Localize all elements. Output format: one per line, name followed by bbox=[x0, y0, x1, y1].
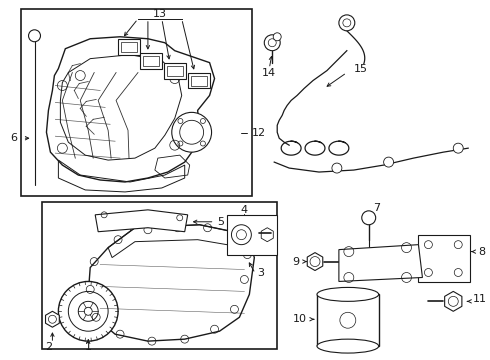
Ellipse shape bbox=[317, 287, 379, 301]
Circle shape bbox=[172, 112, 212, 152]
Text: 12: 12 bbox=[251, 128, 266, 138]
Bar bbox=[188, 73, 210, 89]
Polygon shape bbox=[95, 210, 188, 232]
Bar bbox=[167, 66, 183, 76]
Circle shape bbox=[453, 143, 463, 153]
Bar bbox=[118, 39, 140, 55]
Circle shape bbox=[28, 30, 41, 42]
Polygon shape bbox=[88, 225, 254, 341]
Circle shape bbox=[362, 211, 376, 225]
Text: 8: 8 bbox=[478, 247, 485, 257]
Bar bbox=[43, 202, 277, 349]
Polygon shape bbox=[47, 37, 215, 182]
Circle shape bbox=[332, 163, 342, 173]
Text: 7: 7 bbox=[373, 203, 380, 213]
Text: 5: 5 bbox=[218, 217, 224, 227]
Bar bbox=[418, 235, 470, 283]
Text: 2: 2 bbox=[45, 342, 52, 352]
Text: 1: 1 bbox=[85, 342, 92, 352]
Bar bbox=[317, 294, 379, 346]
Bar bbox=[21, 9, 252, 196]
Polygon shape bbox=[339, 245, 422, 282]
Circle shape bbox=[264, 35, 280, 51]
Text: 14: 14 bbox=[262, 68, 276, 77]
Circle shape bbox=[339, 15, 355, 31]
Bar bbox=[227, 215, 277, 255]
Text: 11: 11 bbox=[473, 294, 487, 304]
Circle shape bbox=[58, 282, 118, 341]
Text: 4: 4 bbox=[241, 205, 248, 215]
Circle shape bbox=[273, 33, 281, 41]
Bar bbox=[191, 76, 207, 86]
Polygon shape bbox=[46, 311, 59, 327]
Text: 9: 9 bbox=[292, 257, 299, 266]
Bar bbox=[140, 53, 162, 69]
Text: 10: 10 bbox=[293, 314, 307, 324]
Polygon shape bbox=[444, 291, 462, 311]
Text: 13: 13 bbox=[153, 9, 167, 19]
Text: 15: 15 bbox=[354, 64, 368, 73]
Polygon shape bbox=[307, 253, 323, 270]
Text: 3: 3 bbox=[257, 269, 264, 279]
Text: 6: 6 bbox=[11, 133, 18, 143]
Bar bbox=[143, 56, 159, 66]
Bar bbox=[121, 42, 137, 52]
Bar bbox=[164, 63, 186, 78]
Circle shape bbox=[384, 157, 393, 167]
Ellipse shape bbox=[317, 339, 379, 353]
